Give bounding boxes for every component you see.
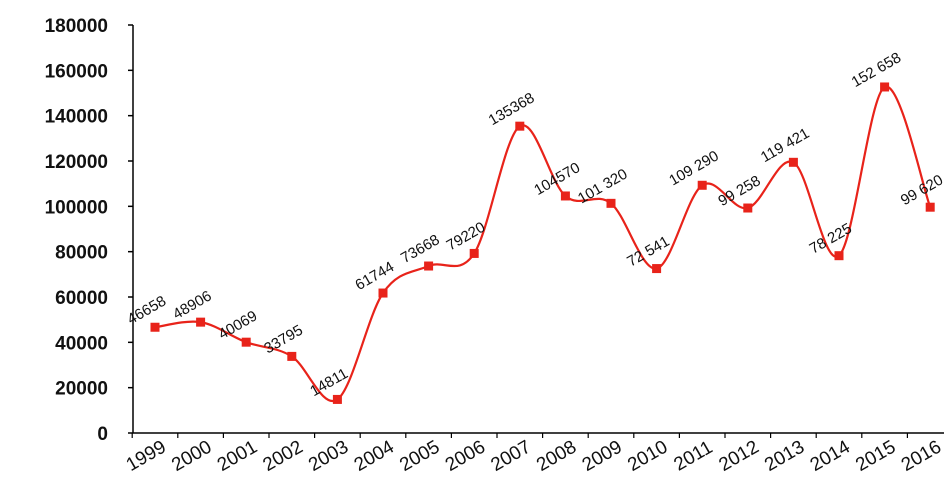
data-label: 152 658 <box>849 49 904 91</box>
x-tick-label: 2011 <box>671 437 717 476</box>
x-tick-label: 2014 <box>807 436 854 476</box>
data-point <box>697 180 707 190</box>
y-tick-label: 80000 <box>55 243 108 264</box>
x-tick-label: 2016 <box>898 437 944 476</box>
data-point <box>652 264 662 274</box>
data-point <box>332 394 342 404</box>
y-axis: 0 20000 40000 60000 80000 100000 120000 140000 1… <box>45 16 134 445</box>
y-tick-label: 40000 <box>55 333 108 354</box>
x-tick-label: 2010 <box>624 437 671 476</box>
x-tick-label: 2003 <box>305 437 352 476</box>
x-tick-label: 2001 <box>214 437 261 476</box>
x-axis: 1999200020012002200320042005200620072008… <box>123 432 944 476</box>
x-tick-label: 2007 <box>487 437 534 476</box>
data-point <box>424 261 434 271</box>
x-tick-label: 2004 <box>351 436 398 476</box>
data-label: 135368 <box>486 89 538 129</box>
x-tick-label: 2005 <box>396 437 443 476</box>
data-point <box>788 157 798 167</box>
y-tick-label: 100000 <box>45 197 108 218</box>
y-tick-label: 0 <box>97 424 108 445</box>
x-tick-label: 2015 <box>852 437 899 476</box>
data-point <box>834 251 844 261</box>
data-label: 46658 <box>124 293 169 329</box>
y-tick-label: 60000 <box>55 288 108 309</box>
x-tick-label: 2013 <box>761 437 808 476</box>
data-label: 61744 <box>352 258 397 294</box>
data-label: 79220 <box>444 219 489 255</box>
data-point <box>150 322 160 332</box>
data-label: 101 320 <box>575 166 630 208</box>
data-point <box>880 82 890 92</box>
data-label: 14811 <box>307 365 351 400</box>
x-tick-label: 2002 <box>259 437 306 476</box>
x-tick-label: 2006 <box>442 437 489 476</box>
data-point <box>469 248 479 258</box>
data-label: 48906 <box>170 287 215 323</box>
y-tick-label: 140000 <box>45 107 108 128</box>
data-point <box>196 317 206 327</box>
data-label: 99 258 <box>715 172 763 210</box>
y-tick-label: 120000 <box>45 152 108 173</box>
data-label: 119 421 <box>758 125 812 166</box>
y-tick-label: 20000 <box>55 379 108 400</box>
x-tick-label: 2012 <box>715 437 762 476</box>
data-point <box>925 202 935 212</box>
data-point <box>287 351 297 361</box>
x-tick-label: 2008 <box>533 437 580 476</box>
data-label: 73668 <box>398 231 443 267</box>
data-point <box>378 288 388 298</box>
data-point <box>743 203 753 213</box>
y-tick-label: 160000 <box>45 61 108 82</box>
data-point <box>515 121 525 131</box>
data-point <box>560 191 570 201</box>
series-layer <box>150 82 935 404</box>
data-point <box>241 337 251 347</box>
data-point <box>606 198 616 208</box>
x-tick-label: 2009 <box>579 437 626 476</box>
x-tick-label: 1999 <box>123 437 170 476</box>
x-tick-label: 2000 <box>168 437 215 476</box>
data-label: 109 290 <box>666 147 721 189</box>
y-tick-label: 180000 <box>45 16 108 37</box>
